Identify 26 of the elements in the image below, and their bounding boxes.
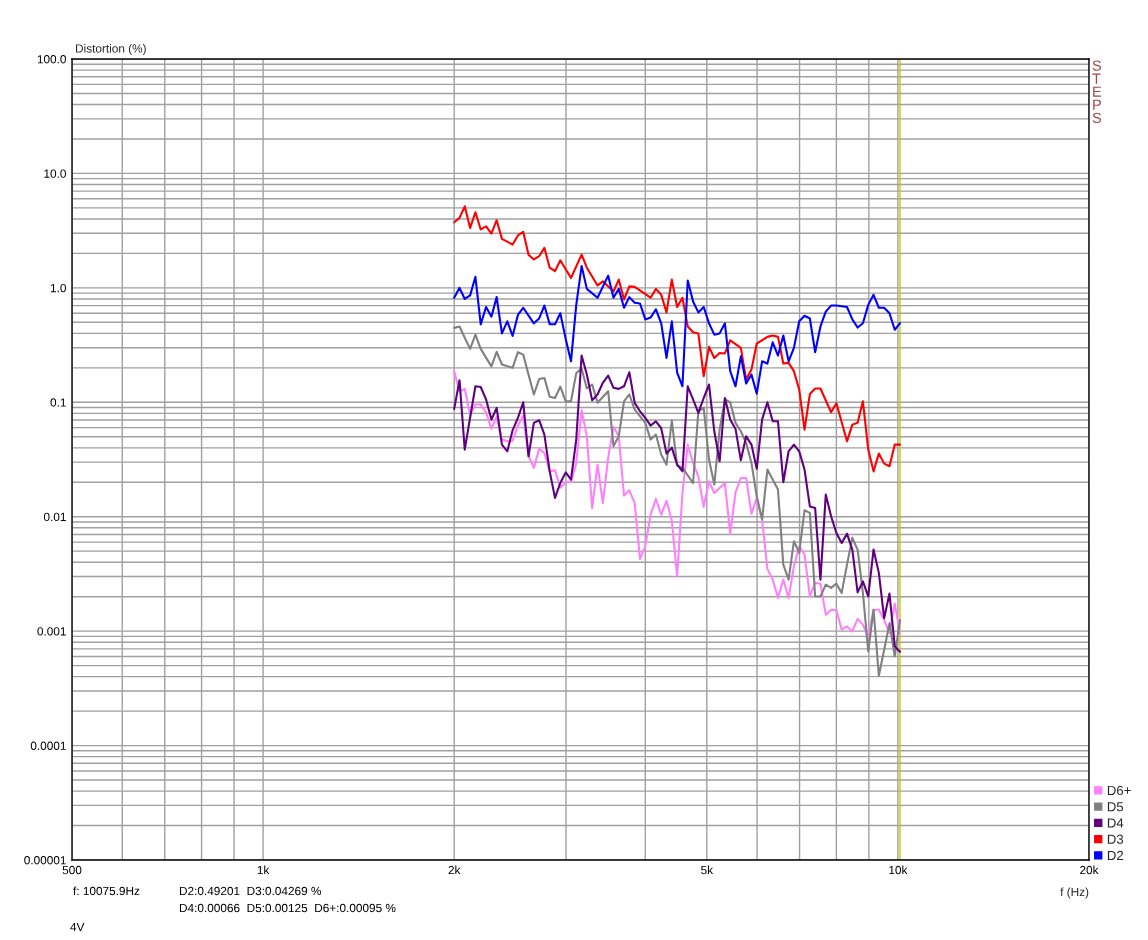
y-tick-label: 10.0 [44,169,66,178]
y-tick-label: 0.1 [50,398,66,407]
text: 4V [70,922,85,932]
x-tick-label: 500 [62,865,82,875]
y-axis-title: Distortion (%) [76,43,146,55]
y-tick-label: 0.0001 [30,741,66,750]
text: D4:0.00066 D5:0.00125 D6+:0.00095 % [179,903,396,913]
y-tick-label: 0.001 [37,627,66,636]
legend-label: D5 [1107,802,1124,812]
x-tick-label: 1k [257,865,270,875]
legend-label: D2 [1107,850,1124,860]
y-tick-label: 100.0 [37,55,66,64]
x-axis-title: f (Hz) [1060,887,1089,899]
legend-label: D6+ [1107,785,1131,796]
x-tick-label: 2k [448,865,461,875]
text: STEPS [1092,60,1102,123]
x-tick-label: 10k [889,865,908,875]
legend-label: D4 [1107,818,1124,828]
y-tick-label: 0.00001 [24,856,66,865]
text: f: 10075.9Hz [73,886,140,896]
y-tick-label: 0.01 [43,512,66,522]
x-tick-label: 5k [701,865,714,875]
legend-label: D3 [1107,834,1124,844]
y-tick-label: 1.0 [50,283,66,293]
text: D2:0.49201 D3:0.04269 % [179,886,322,896]
x-tick-label: 20k [1080,865,1099,875]
